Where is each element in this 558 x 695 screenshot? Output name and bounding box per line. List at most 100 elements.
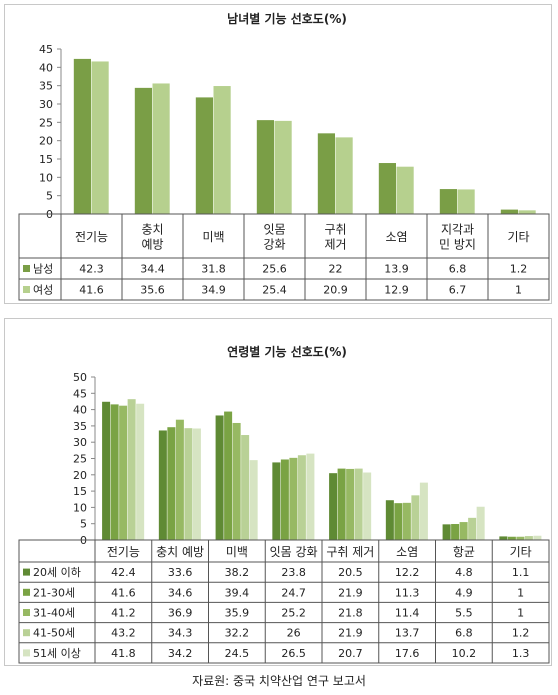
value-label-0-3: 25.6 <box>262 263 287 276</box>
y-tick-label: 25 <box>39 116 53 129</box>
bar-0-7 <box>499 536 508 540</box>
bar-1-4 <box>337 468 346 540</box>
value-label-2-0: 41.2 <box>111 607 136 620</box>
legend-label-1: 21-30세 <box>33 586 75 599</box>
bar-4-6 <box>476 506 485 540</box>
bar-0-6 <box>439 189 457 214</box>
category-label: 구취 제거 <box>326 545 374 559</box>
value-label-3-0: 43.2 <box>111 627 136 640</box>
category-label: 제거 <box>324 238 346 252</box>
bar-2-3 <box>289 457 298 540</box>
bar-1-6 <box>457 189 475 214</box>
value-label-1-3: 24.7 <box>281 586 306 599</box>
bar-0-7 <box>500 209 518 214</box>
legend-swatch-4 <box>23 649 30 657</box>
chart-title: 남녀별 기능 선호도(%) <box>227 11 347 26</box>
category-label: 소염 <box>385 230 407 244</box>
value-label-4-6: 10.2 <box>452 647 477 660</box>
chart-title: 연령별 기능 선호도(%) <box>227 344 347 359</box>
value-label-4-2: 24.5 <box>225 647 250 660</box>
legend-label-3: 41-50세 <box>33 627 75 640</box>
bar-1-7 <box>507 536 516 540</box>
category-label: 기타 <box>507 230 529 244</box>
bar-1-4 <box>335 137 353 214</box>
bar-1-1 <box>152 83 170 214</box>
value-label-1-7: 1 <box>517 586 524 599</box>
value-label-0-5: 13.9 <box>384 263 409 276</box>
legend-swatch-1 <box>23 588 30 596</box>
bar-0-1 <box>158 430 167 540</box>
legend-swatch-3 <box>23 629 30 637</box>
y-tick-label: 15 <box>73 485 87 498</box>
y-tick-label: 35 <box>39 80 53 93</box>
value-label-2-5: 11.4 <box>395 607 420 620</box>
legend-swatch-1 <box>23 286 30 293</box>
bar-4-2 <box>249 460 258 540</box>
category-label: 잇몸 <box>263 223 285 237</box>
value-label-1-7: 1 <box>515 284 522 297</box>
bar-4-7 <box>533 535 542 540</box>
value-label-3-2: 32.2 <box>225 627 250 640</box>
value-label-1-5: 12.9 <box>384 284 409 297</box>
legend-swatch-0 <box>23 265 30 272</box>
source-note: 자료원: 중국 치약산업 연구 보고서 <box>192 674 366 688</box>
value-label-2-7: 1 <box>517 607 524 620</box>
bar-0-3 <box>272 462 281 540</box>
value-label-3-6: 6.8 <box>455 627 473 640</box>
legend-label-1: 여성 <box>33 284 53 297</box>
value-label-2-6: 5.5 <box>455 607 473 620</box>
category-label: 기타 <box>510 545 532 559</box>
gender-preference-chart: 남녀별 기능 선호도(%)051015202530354045전기능충치예방미백… <box>18 11 550 301</box>
y-tick-label: 10 <box>39 171 53 184</box>
category-label: 강화 <box>263 238 285 252</box>
category-label: 예방 <box>141 238 163 252</box>
legend-label-2: 31-40세 <box>33 607 75 620</box>
bar-0-0 <box>102 401 111 540</box>
y-tick-label: 45 <box>39 43 53 56</box>
bar-0-1 <box>134 87 152 214</box>
bar-4-1 <box>192 428 201 540</box>
value-label-1-3: 25.4 <box>262 284 287 297</box>
value-label-4-3: 26.5 <box>281 647 306 660</box>
category-label: 미백 <box>226 545 248 559</box>
bar-3-5 <box>411 495 420 540</box>
bar-3-3 <box>297 455 306 540</box>
y-tick-label: 20 <box>39 135 53 148</box>
y-tick-label: 5 <box>46 190 53 203</box>
bar-2-5 <box>402 502 411 540</box>
value-label-4-0: 41.8 <box>111 647 136 660</box>
bar-2-1 <box>175 419 184 540</box>
y-tick-label: 20 <box>73 469 87 482</box>
value-label-0-6: 6.8 <box>449 263 467 276</box>
bar-1-0 <box>110 404 119 540</box>
bar-0-2 <box>195 97 213 214</box>
bar-2-4 <box>346 468 355 540</box>
bar-4-5 <box>419 482 428 540</box>
value-label-0-1: 33.6 <box>168 566 193 579</box>
bar-2-2 <box>232 422 241 540</box>
value-label-3-7: 1.2 <box>512 627 530 640</box>
y-tick-label: 30 <box>73 436 87 449</box>
value-label-4-7: 1.3 <box>512 647 530 660</box>
value-label-0-2: 38.2 <box>225 566 250 579</box>
value-label-0-4: 22 <box>329 263 343 276</box>
bar-1-2 <box>224 411 233 540</box>
bar-1-3 <box>280 459 289 540</box>
value-label-3-5: 13.7 <box>395 627 420 640</box>
bar-3-1 <box>184 428 193 540</box>
category-label: 전기능 <box>75 230 108 244</box>
legend-label-0: 남성 <box>33 263 53 276</box>
bar-1-6 <box>451 524 460 540</box>
value-label-2-1: 36.9 <box>168 607 193 620</box>
value-label-1-1: 34.6 <box>168 586 193 599</box>
bar-3-7 <box>524 536 533 540</box>
value-label-0-4: 20.5 <box>338 566 363 579</box>
value-label-1-4: 21.9 <box>338 586 363 599</box>
value-label-0-2: 31.8 <box>201 263 226 276</box>
y-tick-label: 35 <box>73 420 87 433</box>
bar-0-4 <box>329 473 338 540</box>
value-label-1-2: 34.9 <box>201 284 226 297</box>
value-label-0-0: 42.3 <box>79 263 104 276</box>
category-label: 전기능 <box>107 545 140 559</box>
value-label-4-4: 20.7 <box>338 647 363 660</box>
